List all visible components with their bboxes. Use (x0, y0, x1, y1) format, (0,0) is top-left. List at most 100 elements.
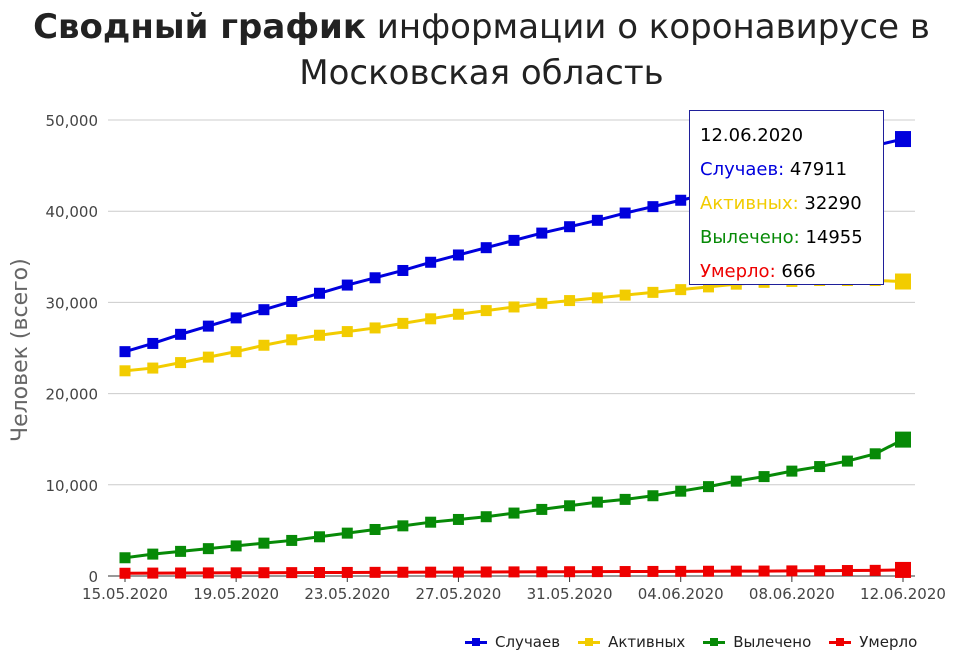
series-2-point[interactable] (119, 552, 131, 564)
series-1-point[interactable] (258, 339, 270, 351)
series-3-point[interactable] (841, 565, 853, 577)
legend-item-recovered[interactable]: Вылечено (703, 633, 811, 651)
series-3-point[interactable] (536, 566, 548, 578)
series-1-point[interactable] (175, 357, 187, 369)
series-1-point[interactable] (397, 317, 409, 329)
series-3-point[interactable] (758, 565, 770, 577)
series-1-point[interactable] (286, 334, 298, 346)
series-2-point[interactable] (480, 511, 492, 523)
series-2-point[interactable] (703, 481, 714, 493)
series-3-point[interactable] (147, 567, 159, 579)
series-3-point[interactable] (591, 566, 603, 578)
series-1-point[interactable] (452, 308, 464, 320)
series-3-point[interactable] (314, 567, 325, 579)
series-0-point[interactable] (230, 312, 242, 324)
series-2-point[interactable] (341, 527, 353, 539)
series-2-point[interactable] (841, 455, 853, 467)
series-2-point[interactable] (647, 490, 659, 502)
series-3-point[interactable] (119, 567, 131, 579)
series-0-point[interactable] (314, 287, 325, 299)
series-3-point[interactable] (703, 565, 714, 577)
series-2-point[interactable] (564, 500, 576, 512)
series-3-point[interactable] (786, 565, 798, 577)
series-2-point[interactable] (175, 545, 187, 557)
series-1-point[interactable] (202, 351, 214, 363)
series-1-point[interactable] (564, 295, 576, 307)
series-3-point[interactable] (730, 565, 742, 577)
legend-item-deaths[interactable]: Умерло (829, 633, 917, 651)
series-2-point[interactable] (895, 431, 911, 448)
series-2-point[interactable] (508, 507, 520, 519)
series-0-point[interactable] (397, 264, 409, 276)
series-0-point[interactable] (425, 256, 437, 268)
series-0-point[interactable] (119, 346, 131, 358)
series-0-point[interactable] (675, 194, 687, 206)
series-0-point[interactable] (202, 320, 214, 332)
series-2-point[interactable] (730, 475, 742, 487)
series-2-point[interactable] (869, 448, 881, 460)
series-1-point[interactable] (703, 281, 714, 293)
series-1-point[interactable] (119, 365, 131, 377)
series-1-point[interactable] (895, 273, 911, 290)
series-0-point[interactable] (341, 279, 353, 291)
series-0-point[interactable] (895, 131, 911, 148)
legend-item-active[interactable]: Активных (578, 633, 685, 651)
series-1-point[interactable] (425, 313, 437, 325)
series-1-point[interactable] (341, 326, 353, 338)
series-2-point[interactable] (786, 465, 798, 477)
series-2-point[interactable] (147, 548, 159, 560)
series-3-point[interactable] (675, 565, 687, 577)
series-0-point[interactable] (258, 304, 270, 316)
series-1-point[interactable] (675, 284, 687, 296)
series-3-point[interactable] (452, 566, 464, 578)
series-1-point[interactable] (147, 362, 159, 374)
series-3-point[interactable] (397, 566, 409, 578)
series-3-point[interactable] (230, 567, 242, 579)
series-1-point[interactable] (591, 292, 603, 304)
series-2-point[interactable] (675, 485, 687, 497)
series-2-point[interactable] (452, 513, 464, 525)
series-3-point[interactable] (341, 566, 353, 578)
series-0-point[interactable] (480, 242, 492, 254)
series-0-point[interactable] (175, 328, 187, 340)
line-chart[interactable]: 0 10,000 20,000 30,000 40,000 50,000 15.05.20… (0, 0, 963, 630)
series-0-point[interactable] (564, 221, 576, 233)
series-0-point[interactable] (452, 249, 464, 261)
series-1-point[interactable] (619, 289, 631, 301)
legend-item-cases[interactable]: Случаев (465, 633, 560, 651)
series-0-point[interactable] (286, 295, 298, 307)
series-2-point[interactable] (619, 493, 631, 505)
series-2-point[interactable] (758, 471, 770, 483)
series-1-point[interactable] (647, 286, 659, 298)
series-0-point[interactable] (647, 201, 659, 213)
series-1-point[interactable] (536, 297, 548, 309)
series-2-point[interactable] (591, 496, 603, 508)
series-3-point[interactable] (508, 566, 520, 578)
series-0-point[interactable] (508, 234, 520, 246)
series-3-point[interactable] (369, 566, 381, 578)
series-0-point[interactable] (536, 227, 548, 239)
series-1-point[interactable] (314, 329, 325, 341)
series-1-point[interactable] (369, 322, 381, 334)
series-3-point[interactable] (175, 567, 187, 579)
series-2-point[interactable] (536, 503, 548, 515)
series-0-point[interactable] (591, 214, 603, 226)
series-3-point[interactable] (202, 567, 214, 579)
series-1-point[interactable] (230, 346, 242, 358)
series-3-point[interactable] (564, 566, 576, 578)
series-3-point[interactable] (258, 567, 270, 579)
series-2-point[interactable] (397, 520, 409, 532)
series-2-point[interactable] (202, 543, 214, 555)
series-3-point[interactable] (869, 564, 881, 576)
series-2-point[interactable] (369, 523, 381, 535)
series-3-point[interactable] (619, 566, 631, 578)
series-2-point[interactable] (425, 516, 437, 528)
series-0-point[interactable] (369, 272, 381, 284)
series-3-point[interactable] (480, 566, 492, 578)
series-2-point[interactable] (814, 461, 826, 473)
series-2-point[interactable] (314, 531, 325, 543)
series-3-point[interactable] (647, 565, 659, 577)
series-2-point[interactable] (230, 540, 242, 552)
series-3-point[interactable] (286, 567, 298, 579)
series-3-point[interactable] (814, 565, 826, 577)
